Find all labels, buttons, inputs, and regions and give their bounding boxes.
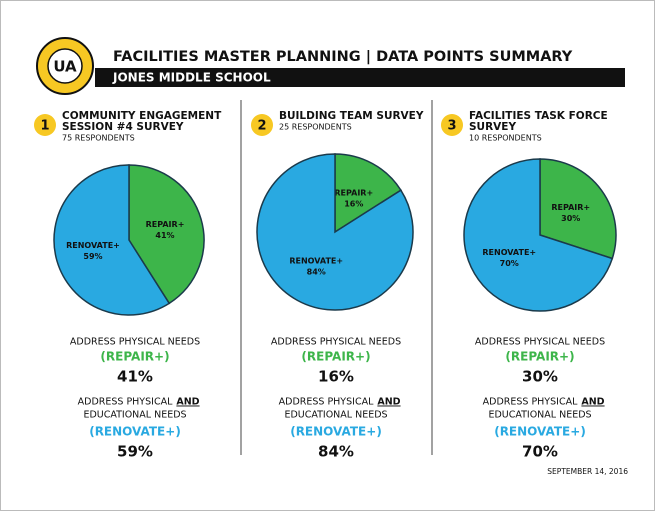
summary-text: ADDRESS PHYSICAL (483, 397, 578, 408)
number-badge (441, 114, 463, 136)
summary-emphasis: AND (176, 397, 199, 408)
summary-value: 84% (318, 443, 354, 461)
pie-slice (256, 153, 414, 311)
panel-title: COMMUNITY ENGAGEMENT (62, 110, 222, 122)
summary-emphasis: AND (581, 397, 604, 408)
slice-value: 30% (561, 214, 580, 223)
slice-label: RENOVATE+ (66, 241, 120, 250)
number: 2 (257, 119, 266, 134)
summary-label: (REPAIR+) (100, 350, 169, 364)
summary-text: ADDRESS PHYSICAL NEEDS (475, 337, 605, 348)
panel-title: SURVEY (469, 121, 516, 133)
slice-label: RENOVATE+ (289, 257, 343, 266)
summary-text: ADDRESS PHYSICAL NEEDS (70, 337, 200, 348)
slice-label: RENOVATE+ (482, 248, 536, 257)
panel-subtitle: 75 RESPONDENTS (62, 134, 135, 143)
summary-label: (RENOVATE+) (494, 425, 586, 439)
summary-label: (RENOVATE+) (290, 425, 382, 439)
panel-title: SESSION #4 SURVEY (62, 121, 184, 133)
slice-label: REPAIR+ (551, 203, 590, 212)
slice-value: 59% (83, 252, 102, 261)
date: SEPTEMBER 14, 2016 (547, 467, 628, 476)
number: 3 (447, 119, 456, 134)
number-badge (251, 114, 273, 136)
summary-text: ADDRESS PHYSICAL (78, 397, 173, 408)
slice-value: 84% (307, 268, 326, 277)
panel-title: FACILITIES TASK FORCE (469, 110, 608, 122)
summary-label: (REPAIR+) (301, 350, 370, 364)
header-title: FACILITIES MASTER PLANNING | DATA POINTS… (113, 49, 573, 65)
logo-inner (47, 48, 83, 84)
summary-value: 30% (522, 368, 558, 386)
panel-subtitle: 10 RESPONDENTS (469, 134, 542, 143)
school-name: JONES MIDDLE SCHOOL (112, 71, 271, 85)
summary-text: ADDRESS PHYSICAL (279, 397, 374, 408)
slice-value: 41% (155, 231, 174, 240)
summary-text: ADDRESS PHYSICAL NEEDS (271, 337, 401, 348)
pie-slice (334, 153, 402, 234)
summary-value: 70% (522, 443, 558, 461)
pie-slice (539, 158, 617, 260)
slice-label: REPAIR+ (146, 220, 185, 229)
summary-emphasis: AND (377, 397, 400, 408)
summary-label: (RENOVATE+) (89, 425, 181, 439)
summary-value: 41% (117, 368, 153, 386)
summary-value: 16% (318, 368, 354, 386)
pie-slice (463, 158, 614, 312)
summary-text: EDUCATIONAL NEEDS (284, 410, 387, 421)
number-badge (34, 114, 56, 136)
summary-value: 59% (117, 443, 153, 461)
summary-text: EDUCATIONAL NEEDS (488, 410, 591, 421)
slice-value: 70% (500, 259, 519, 268)
slice-label: REPAIR+ (334, 188, 373, 197)
pie-slice (53, 164, 171, 316)
panel-subtitle: 25 RESPONDENTS (279, 123, 352, 132)
slice-value: 16% (344, 199, 363, 208)
panel-title: BUILDING TEAM SURVEY (279, 110, 424, 122)
logo-text: UA (53, 58, 77, 76)
summary-text: EDUCATIONAL NEEDS (83, 410, 186, 421)
number: 1 (40, 119, 49, 134)
header-bar (95, 68, 625, 87)
summary-label: (REPAIR+) (505, 350, 574, 364)
